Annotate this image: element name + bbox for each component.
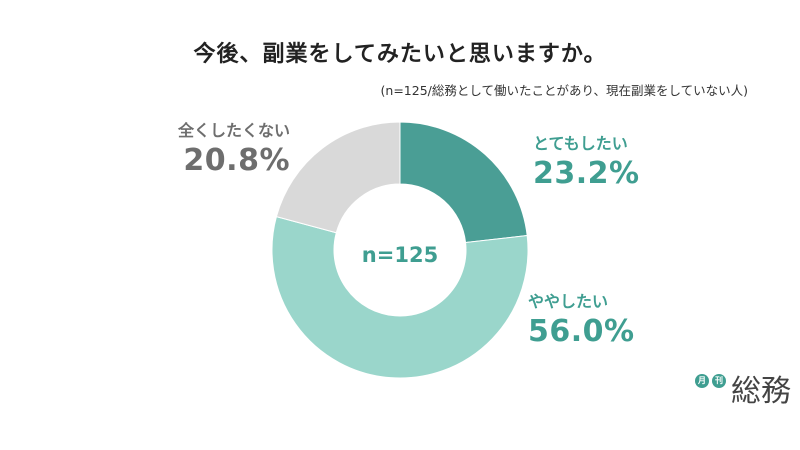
donut-slice-somewhat — [271, 215, 529, 379]
slice-percent: 23.2% — [533, 156, 640, 191]
donut-slice-not-at-all — [275, 121, 401, 234]
logo-badge: 月 — [695, 374, 709, 388]
slice-label-very-much: とてもしたい 23.2% — [533, 130, 640, 191]
slice-percent: 56.0% — [528, 314, 635, 349]
chart-title: 今後、副業をしてみたいと思いますか。 — [193, 42, 607, 67]
sample-size-label: n=125 — [361, 243, 439, 267]
slice-name: とてもしたい — [533, 134, 628, 153]
slice-name: 全くしたくない — [177, 121, 290, 140]
logo-badge: 刊 — [712, 374, 726, 388]
slice-name: ややしたい — [528, 292, 609, 311]
logo-text: 総務 — [731, 374, 791, 409]
slice-label-not-at-all: 全くしたくない 20.8% — [178, 117, 290, 178]
slice-label-somewhat: ややしたい 56.0% — [528, 288, 635, 349]
chart-subtitle: (n=125/総務として働いたことがあり、現在副業をしていない人) — [380, 83, 748, 98]
slice-percent: 20.8% — [183, 143, 290, 178]
donut-slice-very-much — [399, 121, 528, 244]
